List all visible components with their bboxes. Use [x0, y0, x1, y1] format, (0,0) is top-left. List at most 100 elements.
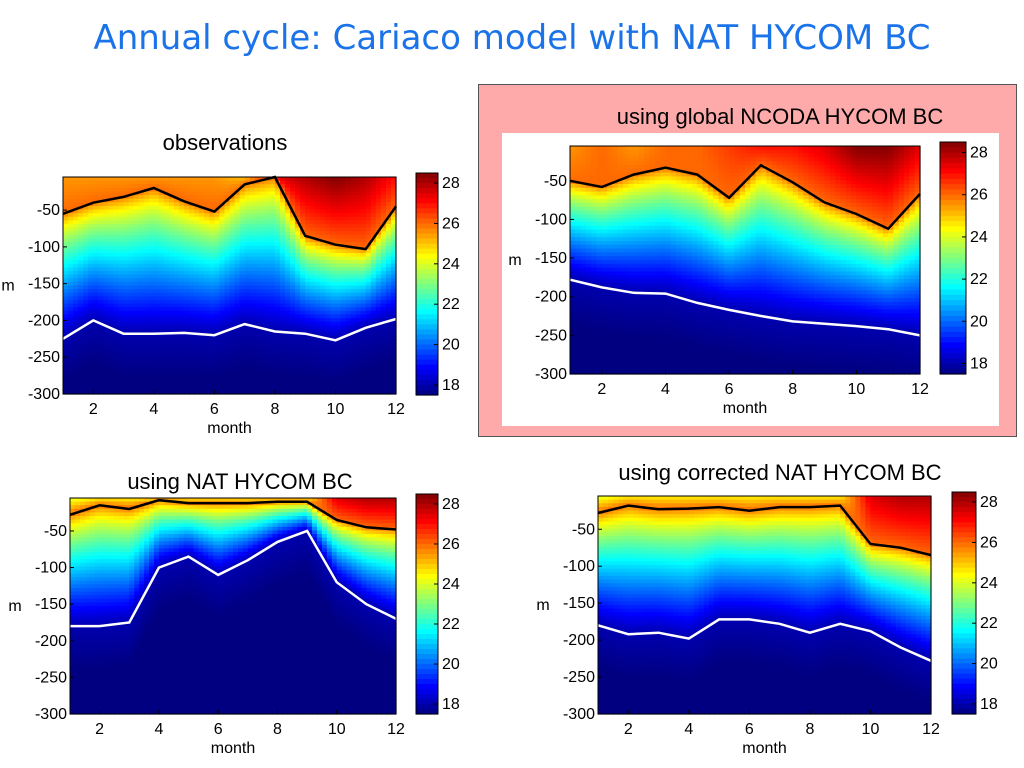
heatmap-cell [148, 184, 155, 189]
heatmap-cell [88, 220, 94, 225]
heatmap-cell [264, 278, 271, 283]
heatmap-cell [601, 203, 608, 208]
heatmap-cell [239, 180, 246, 185]
heatmap-cell [113, 289, 120, 294]
heatmap-cell [184, 177, 190, 182]
heatmap-cell [108, 213, 115, 218]
heatmap-cell [133, 238, 140, 243]
heatmap-cell [279, 350, 286, 355]
heatmap-cell [300, 267, 306, 272]
heatmap-cell [617, 206, 624, 212]
heatmap-cell [350, 260, 357, 265]
heatmap-cell [234, 372, 241, 377]
heatmap-cell [580, 305, 587, 310]
heatmap-cell [360, 227, 367, 232]
heatmap-cell [305, 336, 311, 341]
heatmap-cell [638, 358, 645, 364]
heatmap-cell [279, 361, 286, 366]
heatmap-cell [78, 390, 84, 395]
heatmap-cell [103, 314, 110, 319]
heatmap-cell [259, 350, 266, 355]
heatmap-cell [596, 165, 603, 170]
heatmap-cell [123, 365, 130, 370]
heatmap-cell [269, 180, 276, 185]
heatmap-cell [118, 310, 125, 316]
heatmap-cell [612, 161, 619, 166]
heatmap-cell [184, 299, 190, 305]
heatmap-cell [607, 172, 614, 177]
heatmap-cell [148, 321, 155, 326]
heatmap-cell [279, 285, 286, 290]
heatmap-cell [325, 278, 332, 283]
heatmap-cell [194, 354, 200, 359]
heatmap-cell [612, 320, 619, 326]
heatmap-cell [219, 314, 226, 319]
heatmap-cell [375, 213, 382, 218]
heatmap-cell [239, 368, 246, 373]
heatmap-cell [163, 227, 170, 232]
heatmap-cell [259, 252, 266, 258]
heatmap-cell [330, 361, 337, 366]
heatmap-cell [633, 370, 640, 375]
heatmap-cell [133, 177, 140, 182]
heatmap-cell [113, 224, 120, 229]
heatmap-cell [224, 321, 231, 326]
heatmap-cell [274, 296, 281, 301]
heatmap-cell [580, 218, 587, 223]
heatmap-cell [249, 354, 256, 359]
heatmap-cell [108, 231, 115, 236]
heatmap-cell [305, 195, 311, 200]
heatmap-cell [179, 299, 185, 305]
heatmap-cell [325, 227, 332, 232]
heatmap-cell [305, 285, 311, 290]
heatmap-cell [315, 321, 321, 326]
heatmap-cell [83, 289, 89, 294]
heatmap-cell [83, 354, 89, 359]
heatmap-cell [345, 252, 352, 258]
heatmap-cell [108, 249, 115, 254]
heatmap-cell [254, 332, 261, 337]
heatmap-cell [128, 386, 135, 391]
heatmap-cell [290, 205, 296, 211]
heatmap-cell [63, 354, 69, 359]
heatmap-cell [78, 177, 84, 182]
heatmap-cell [209, 325, 215, 330]
heatmap-cell [179, 361, 185, 366]
heatmap-cell [385, 375, 392, 381]
heatmap-cell [580, 328, 587, 333]
heatmap-cell [143, 231, 150, 236]
heatmap-cell [633, 168, 640, 174]
heatmap-cell [633, 218, 640, 223]
heatmap-cell [370, 271, 377, 276]
heatmap-cell [638, 294, 645, 299]
heatmap-cell [244, 198, 251, 203]
heatmap-cell [330, 198, 337, 203]
heatmap-cell [290, 343, 296, 348]
heatmap-cell [295, 379, 301, 384]
heatmap-cell [229, 281, 236, 287]
heatmap-cell [93, 227, 99, 232]
heatmap-cell [174, 205, 180, 211]
heatmap-cell [385, 296, 392, 301]
heatmap-cell [103, 379, 110, 384]
heatmap-cell [335, 202, 342, 207]
heatmap-cell [585, 305, 592, 310]
heatmap-cell [320, 289, 326, 294]
heatmap-cell [370, 336, 377, 341]
heatmap-cell [123, 336, 130, 341]
heatmap-cell [133, 213, 140, 218]
heatmap-cell [365, 299, 372, 305]
heatmap-cell [274, 357, 281, 363]
heatmap-cell [380, 383, 387, 388]
heatmap-cell [623, 263, 629, 269]
heatmap-cell [638, 370, 645, 375]
heatmap-cell [78, 231, 84, 236]
heatmap-cell [617, 184, 624, 189]
heatmap-cell [158, 303, 165, 308]
heatmap-cell [325, 318, 332, 323]
heatmap-cell [649, 195, 656, 200]
heatmap-cell [279, 314, 286, 319]
heatmap-cell [229, 238, 236, 243]
heatmap-cell [264, 372, 271, 377]
heatmap-cell [335, 249, 342, 254]
